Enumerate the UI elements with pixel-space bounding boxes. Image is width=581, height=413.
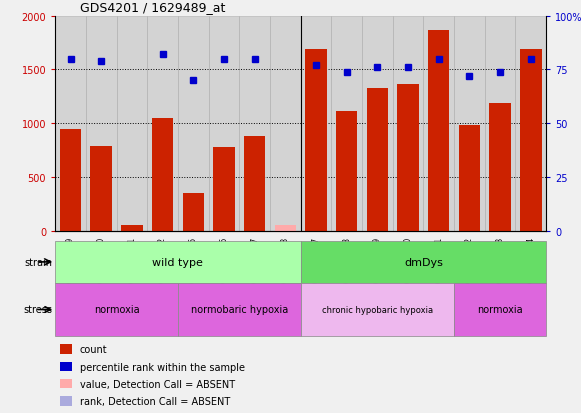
Bar (91, 147, 112, 231)
Bar (275, 226, 296, 231)
Text: normobaric hypoxia: normobaric hypoxia (191, 305, 288, 315)
Bar (55, 17, 86, 231)
Bar (362, 17, 393, 231)
Bar (60, 379, 73, 388)
Bar (301, 283, 454, 337)
Bar (60, 129, 81, 231)
Text: stress: stress (23, 305, 52, 315)
Bar (213, 148, 235, 231)
Bar (393, 17, 424, 231)
Text: rank, Detection Call = ABSENT: rank, Detection Call = ABSENT (80, 396, 230, 406)
Text: chronic hypobaric hypoxia: chronic hypobaric hypoxia (322, 305, 433, 314)
Bar (428, 31, 450, 231)
Bar (515, 17, 546, 231)
Bar (55, 242, 301, 283)
Bar (178, 283, 301, 337)
Bar (336, 112, 357, 231)
Bar (424, 17, 454, 231)
Bar (454, 17, 485, 231)
Bar (239, 17, 270, 231)
Bar (397, 85, 419, 231)
Bar (301, 17, 331, 231)
Text: strain: strain (24, 257, 52, 267)
Bar (305, 50, 327, 231)
Text: normoxia: normoxia (478, 305, 523, 315)
Bar (86, 17, 117, 231)
Text: wild type: wild type (152, 257, 203, 267)
Bar (147, 17, 178, 231)
Text: percentile rank within the sample: percentile rank within the sample (80, 362, 245, 372)
Bar (485, 17, 515, 231)
Text: dmDys: dmDys (404, 257, 443, 267)
Text: normoxia: normoxia (94, 305, 139, 315)
Bar (152, 119, 173, 231)
Bar (489, 104, 511, 231)
Bar (55, 283, 178, 337)
Bar (270, 17, 301, 231)
Bar (454, 283, 546, 337)
Bar (60, 396, 73, 406)
Bar (117, 17, 147, 231)
Bar (458, 126, 480, 231)
Bar (520, 50, 541, 231)
Bar (60, 362, 73, 371)
Bar (301, 242, 546, 283)
Bar (178, 17, 209, 231)
Bar (182, 193, 204, 231)
Bar (367, 88, 388, 231)
Bar (244, 137, 266, 231)
Bar (209, 17, 239, 231)
Bar (331, 17, 362, 231)
Text: count: count (80, 344, 107, 354)
Bar (121, 226, 143, 231)
Bar (60, 344, 73, 354)
Text: GDS4201 / 1629489_at: GDS4201 / 1629489_at (80, 1, 225, 14)
Text: value, Detection Call = ABSENT: value, Detection Call = ABSENT (80, 379, 235, 389)
